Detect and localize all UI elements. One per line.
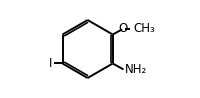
Text: NH₂: NH₂: [124, 63, 146, 76]
Text: CH₃: CH₃: [133, 22, 155, 35]
Text: O: O: [118, 22, 127, 35]
Text: I: I: [49, 57, 52, 70]
